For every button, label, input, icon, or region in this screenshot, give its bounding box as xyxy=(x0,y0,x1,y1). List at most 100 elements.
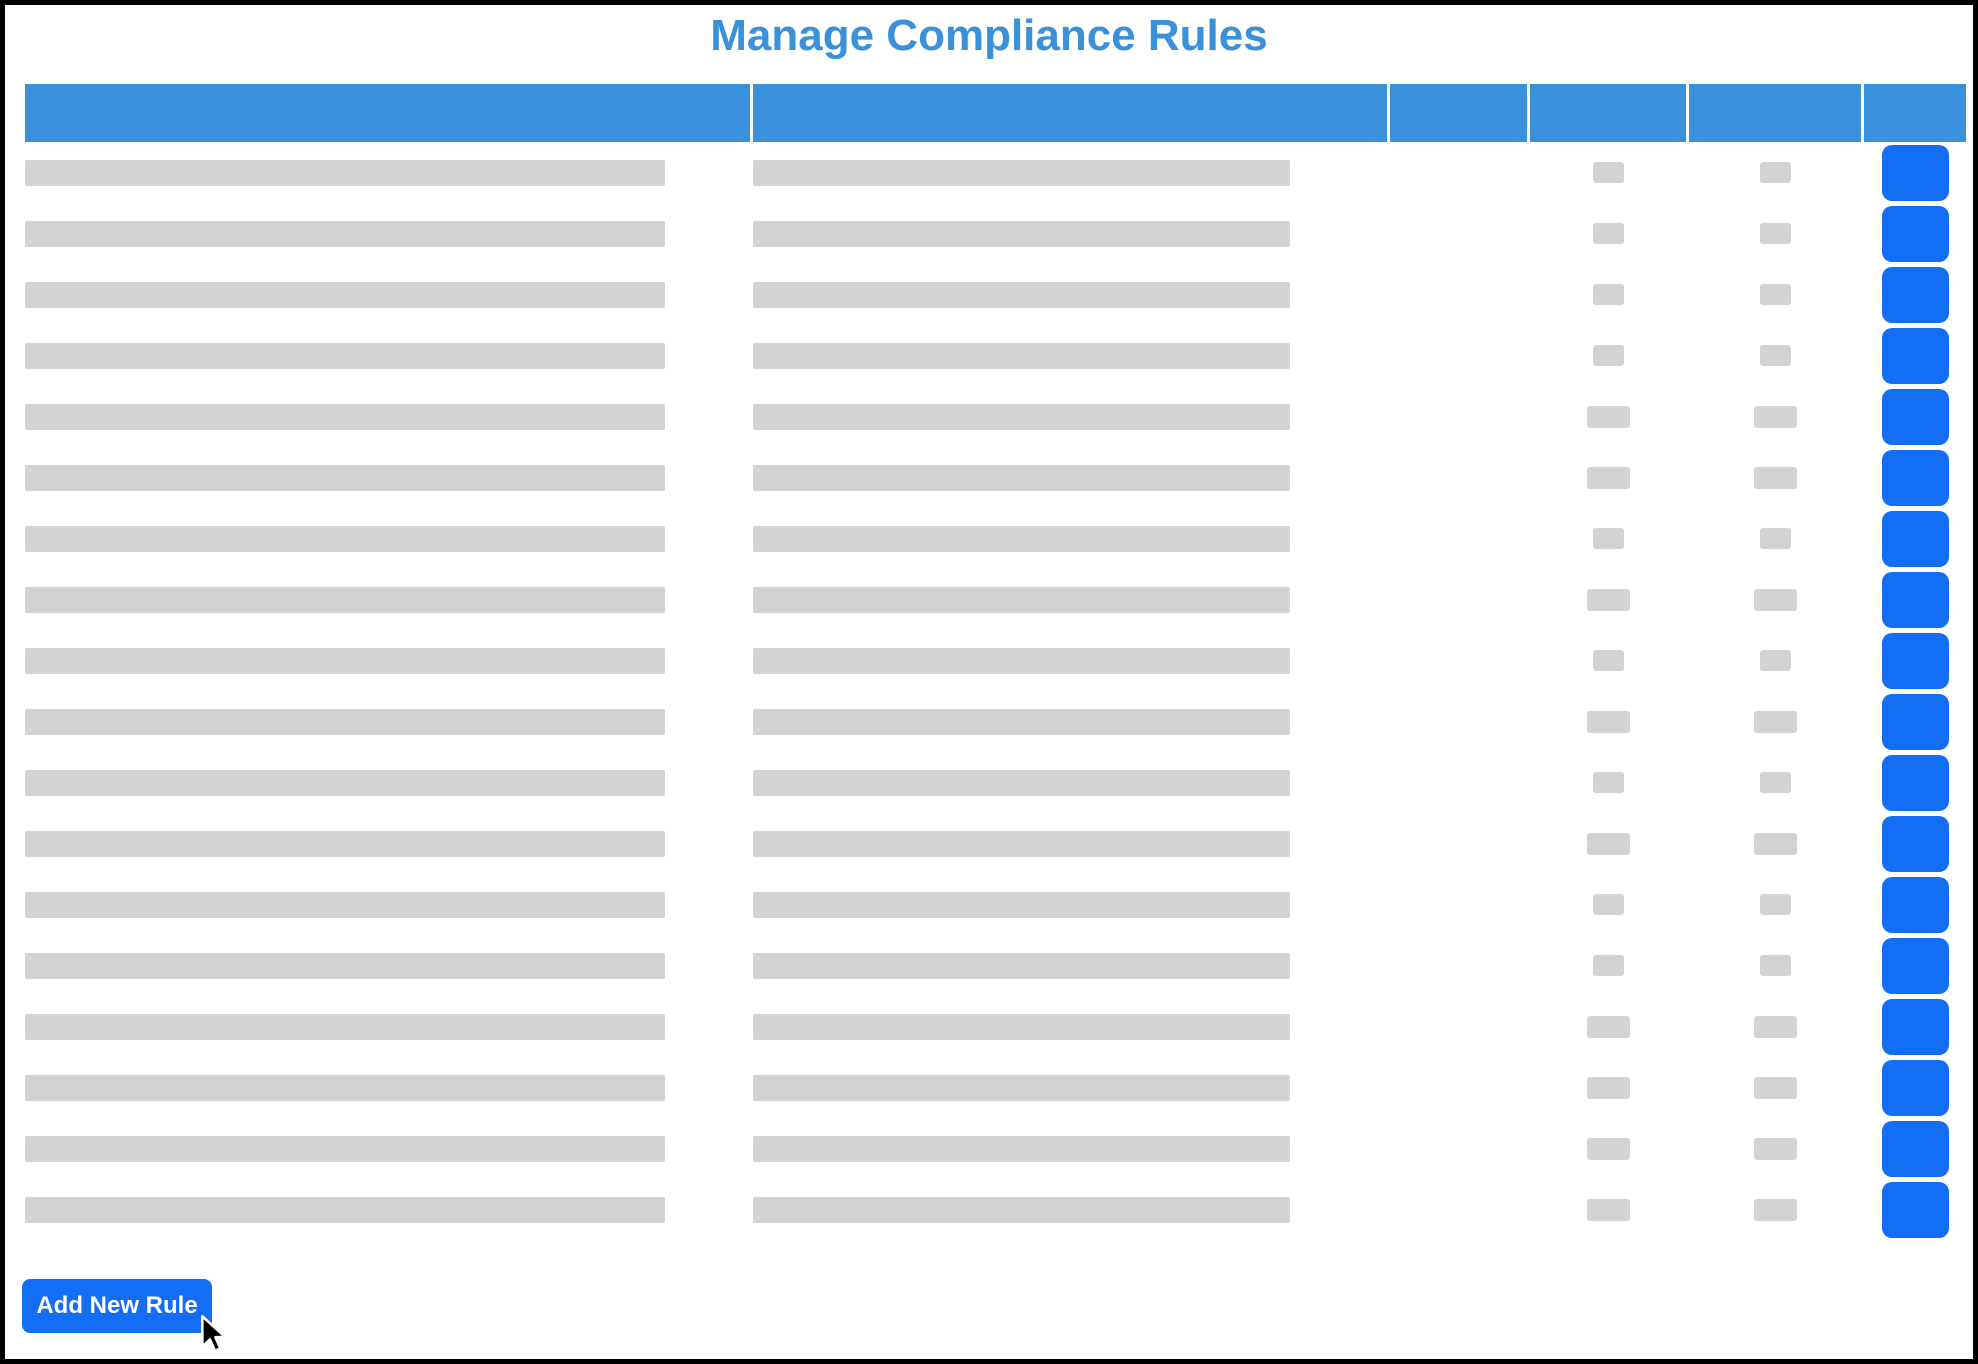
table-cell xyxy=(1390,813,1527,874)
row-action-button[interactable] xyxy=(1881,754,1949,811)
status-placeholder xyxy=(1592,528,1624,549)
row-action-button[interactable] xyxy=(1881,1059,1949,1116)
table-header-cell xyxy=(1689,84,1861,142)
table-cell xyxy=(25,1057,750,1118)
table-cell xyxy=(1390,1118,1527,1179)
row-action-button[interactable] xyxy=(1881,693,1949,750)
row-action-button[interactable] xyxy=(1881,815,1949,872)
table-row xyxy=(25,569,1966,630)
flag-placeholder xyxy=(1759,650,1791,671)
table-header-cell xyxy=(1530,84,1686,142)
table-cell xyxy=(1530,264,1686,325)
table-cell xyxy=(1530,691,1686,752)
row-action-button[interactable] xyxy=(1881,510,1949,567)
row-action-button[interactable] xyxy=(1881,876,1949,933)
status-placeholder xyxy=(1586,832,1630,855)
table-cell xyxy=(25,569,750,630)
row-action-button[interactable] xyxy=(1881,1181,1949,1238)
table-cell xyxy=(1689,1118,1861,1179)
table-row xyxy=(25,752,1966,813)
rule-text-placeholder xyxy=(25,220,665,247)
rule-text-placeholder xyxy=(25,1196,665,1223)
row-action-button[interactable] xyxy=(1881,205,1949,262)
table-cell xyxy=(1390,752,1527,813)
compliance-rules-table xyxy=(25,84,1966,1240)
table-cell xyxy=(1530,142,1686,203)
row-action-button[interactable] xyxy=(1881,998,1949,1055)
table-cell xyxy=(753,447,1387,508)
add-new-rule-button[interactable]: Add New Rule xyxy=(22,1279,212,1333)
table-row xyxy=(25,935,1966,996)
table-row xyxy=(25,142,1966,203)
table-cell xyxy=(1864,447,1966,508)
table-cell xyxy=(25,325,750,386)
row-action-button[interactable] xyxy=(1881,327,1949,384)
description-text-placeholder xyxy=(753,464,1290,491)
table-row xyxy=(25,813,1966,874)
table-cell xyxy=(753,508,1387,569)
row-action-button[interactable] xyxy=(1881,937,1949,994)
description-text-placeholder xyxy=(753,403,1290,430)
status-placeholder xyxy=(1592,284,1624,305)
flag-placeholder xyxy=(1753,466,1797,489)
row-action-button[interactable] xyxy=(1881,632,1949,689)
status-placeholder xyxy=(1586,1076,1630,1099)
table-cell xyxy=(25,996,750,1057)
status-placeholder xyxy=(1592,162,1624,183)
description-text-placeholder xyxy=(753,159,1290,186)
table-cell xyxy=(1530,935,1686,996)
status-placeholder xyxy=(1586,466,1630,489)
table-cell xyxy=(1530,325,1686,386)
table-cell xyxy=(1689,1179,1861,1240)
table-cell xyxy=(1530,996,1686,1057)
table-cell xyxy=(1530,874,1686,935)
table-cell xyxy=(1689,813,1861,874)
table-cell xyxy=(753,386,1387,447)
row-action-button[interactable] xyxy=(1881,266,1949,323)
table-cell xyxy=(1864,996,1966,1057)
table-cell xyxy=(1530,752,1686,813)
rule-text-placeholder xyxy=(25,830,665,857)
row-action-button[interactable] xyxy=(1881,144,1949,201)
table-header-cell xyxy=(753,84,1387,142)
table-cell xyxy=(753,813,1387,874)
table-cell xyxy=(1390,691,1527,752)
table-row xyxy=(25,1179,1966,1240)
row-action-button[interactable] xyxy=(1881,388,1949,445)
table-cell xyxy=(1530,813,1686,874)
rule-text-placeholder xyxy=(25,647,665,674)
flag-placeholder xyxy=(1759,223,1791,244)
table-row xyxy=(25,264,1966,325)
rule-text-placeholder xyxy=(25,464,665,491)
status-placeholder xyxy=(1586,1198,1630,1221)
table-cell xyxy=(1390,508,1527,569)
row-action-button[interactable] xyxy=(1881,571,1949,628)
table-cell xyxy=(1689,325,1861,386)
row-action-button[interactable] xyxy=(1881,1120,1949,1177)
table-cell xyxy=(1689,874,1861,935)
row-action-button[interactable] xyxy=(1881,449,1949,506)
table-row xyxy=(25,1057,1966,1118)
flag-placeholder xyxy=(1753,1015,1797,1038)
flag-placeholder xyxy=(1753,1076,1797,1099)
table-cell xyxy=(1390,1179,1527,1240)
table-cell xyxy=(1390,264,1527,325)
table-header-row xyxy=(25,84,1966,142)
table-cell xyxy=(1689,1057,1861,1118)
table-cell xyxy=(753,1118,1387,1179)
flag-placeholder xyxy=(1753,1198,1797,1221)
table-cell xyxy=(1864,264,1966,325)
table-cell xyxy=(1864,752,1966,813)
table-cell xyxy=(753,264,1387,325)
table-cell xyxy=(1530,630,1686,691)
table-cell xyxy=(1864,1057,1966,1118)
table-cell xyxy=(1689,569,1861,630)
table-cell xyxy=(1864,142,1966,203)
table-cell xyxy=(1390,996,1527,1057)
table-cell xyxy=(753,142,1387,203)
table-row xyxy=(25,447,1966,508)
table-header-cell xyxy=(1864,84,1966,142)
rule-text-placeholder xyxy=(25,403,665,430)
table-cell xyxy=(1530,1057,1686,1118)
rule-text-placeholder xyxy=(25,952,665,979)
